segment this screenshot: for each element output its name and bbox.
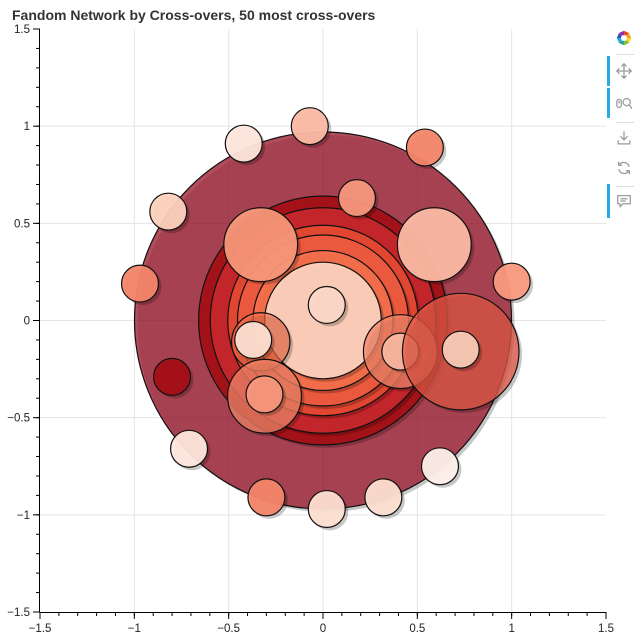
x-tick-label: −1 — [128, 623, 141, 635]
y-tick-label: 1 — [24, 121, 30, 133]
x-tick-label: 1.5 — [598, 623, 614, 635]
node-circle[interactable] — [405, 128, 444, 167]
y-tick-label: −1 — [17, 510, 30, 522]
hover-tool-active-indicator — [607, 184, 610, 218]
node-circle[interactable] — [307, 285, 346, 325]
x-tick-label: −0.5 — [217, 623, 240, 635]
save-tool-icon[interactable] — [612, 126, 636, 150]
x-tick-label: 0 — [320, 623, 326, 635]
node-circle[interactable] — [247, 478, 286, 517]
x-tick-label: 1 — [508, 623, 514, 635]
node-circle[interactable] — [290, 107, 329, 146]
node-circle[interactable] — [441, 330, 480, 369]
node-circle[interactable] — [364, 478, 403, 517]
x-tick-label: −1.5 — [29, 623, 52, 635]
y-tick-label: 0.5 — [14, 218, 30, 230]
reset-tool-icon[interactable] — [612, 156, 636, 180]
y-tick-label: −1.5 — [7, 607, 30, 619]
toolbar-separator — [616, 122, 634, 123]
axes: −1.5 −1 −0.5 0 0.5 1 1.5 −1.5 −1 −0.5 0 0.5 1 1.5 — [7, 24, 614, 635]
node-circle[interactable] — [169, 429, 209, 468]
bokeh-logo-icon — [612, 26, 636, 50]
chart-title: Fandom Network by Cross-overs, 50 most c… — [12, 7, 376, 23]
node-circle[interactable] — [223, 207, 299, 283]
x-tick-label: 0.5 — [409, 623, 425, 635]
node-circle[interactable] — [245, 375, 284, 414]
y-tick-label: 0 — [24, 316, 30, 328]
y-tick-label: −0.5 — [7, 413, 30, 425]
toolbar-separator — [616, 54, 634, 55]
data-circles[interactable] — [120, 107, 534, 531]
node-circle[interactable] — [149, 192, 188, 231]
pan-tool-active-indicator — [607, 56, 610, 86]
hover-tool-icon[interactable] — [612, 189, 636, 213]
wheel-zoom-active-indicator — [607, 88, 610, 118]
node-circle[interactable] — [153, 357, 192, 396]
pan-tool-icon[interactable] — [612, 59, 636, 83]
node-circle[interactable] — [120, 264, 160, 303]
node-circle[interactable] — [337, 179, 377, 218]
y-tick-label: 1.5 — [14, 24, 30, 36]
node-circle[interactable] — [224, 124, 263, 163]
node-circle[interactable] — [396, 207, 472, 283]
wheel-zoom-tool-icon[interactable] — [612, 91, 636, 115]
node-circle[interactable] — [307, 489, 346, 529]
node-circle[interactable] — [492, 262, 531, 301]
toolbar-separator — [616, 186, 634, 187]
node-circle[interactable] — [420, 447, 460, 486]
node-circle[interactable] — [234, 320, 273, 359]
